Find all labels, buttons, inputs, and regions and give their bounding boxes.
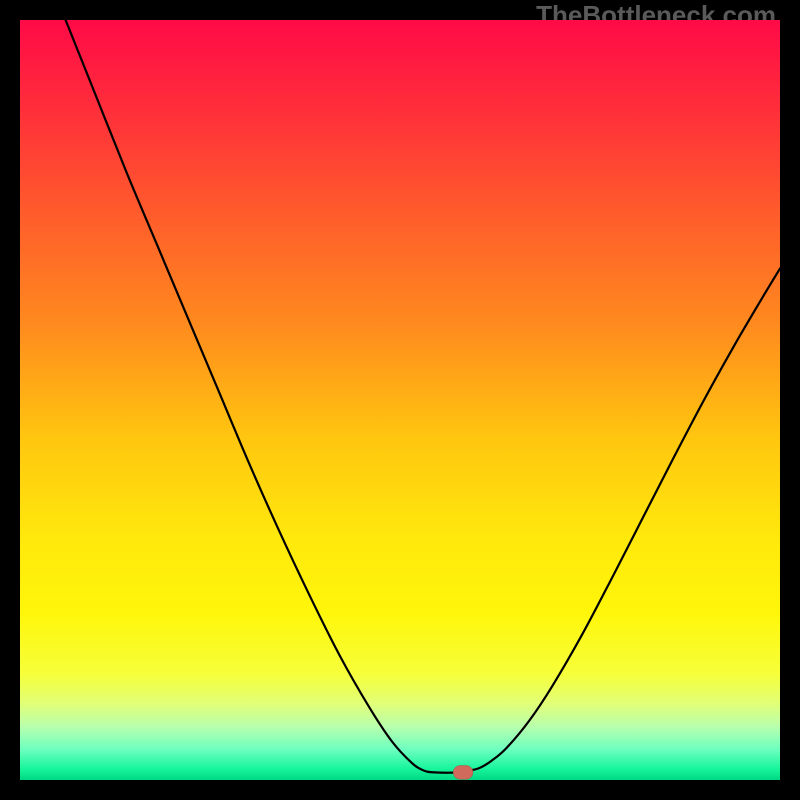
optimal-point-marker [453, 766, 473, 780]
gradient-background [20, 20, 780, 780]
bottleneck-curve-chart [20, 20, 780, 780]
